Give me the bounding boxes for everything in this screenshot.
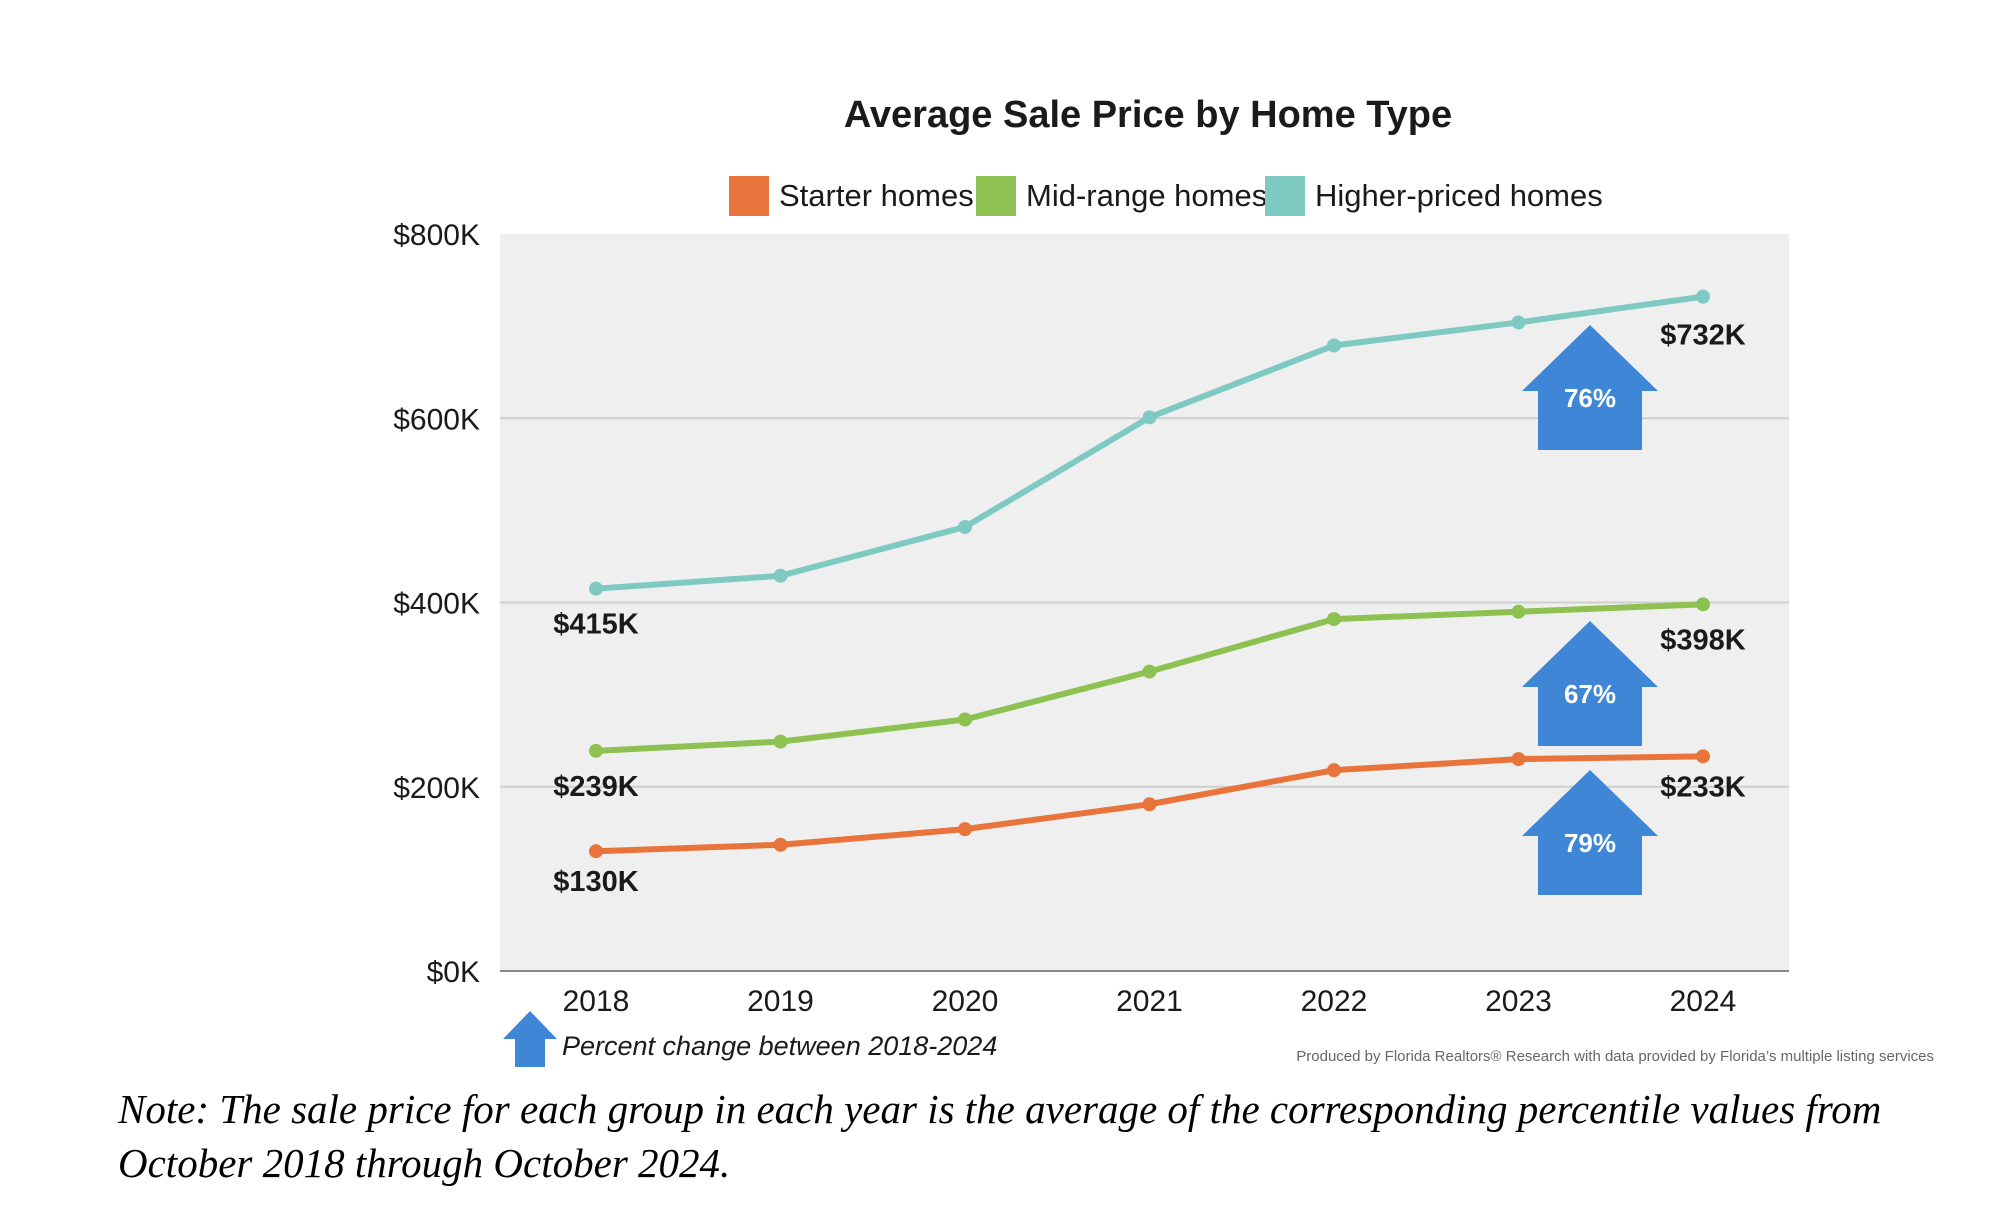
line-chart: Average Sale Price by Home Type Starter … — [393, 94, 1934, 1067]
percent-change-label: 79% — [1564, 828, 1616, 858]
series-group: $130K $233K $239K $398K $415K $732K — [553, 289, 1746, 898]
data-point — [1696, 597, 1710, 612]
percent-change-arrows: 79% 67% 76% — [1522, 325, 1658, 895]
end-value-label: $233K — [1660, 771, 1746, 803]
data-point — [1327, 338, 1341, 353]
up-arrow-icon — [1522, 325, 1658, 450]
data-point — [958, 519, 972, 534]
data-point — [1327, 763, 1341, 778]
x-tick-label: 2020 — [932, 985, 999, 1018]
data-point — [958, 712, 972, 727]
data-point — [1696, 749, 1710, 764]
legend-swatch — [976, 176, 1016, 216]
legend-label: Mid-range homes — [1026, 178, 1267, 213]
up-arrow-icon — [503, 1011, 557, 1067]
data-point — [1511, 315, 1526, 330]
end-value-label: $732K — [1660, 320, 1746, 352]
legend-label: Higher-priced homes — [1315, 178, 1603, 213]
data-point — [773, 837, 788, 852]
x-tick-label: 2018 — [563, 985, 630, 1018]
percent-arrow: 67% — [1522, 621, 1658, 746]
chart-title: Average Sale Price by Home Type — [844, 94, 1452, 136]
data-point — [589, 581, 603, 596]
legend-swatch — [1265, 176, 1305, 216]
arrow-key-label: Percent change between 2018-2024 — [562, 1031, 997, 1061]
series-2: $239K $398K — [553, 597, 1746, 803]
y-tick-label: $600K — [393, 403, 480, 436]
data-point — [1142, 410, 1157, 425]
data-point — [773, 568, 788, 583]
percent-change-label: 76% — [1564, 383, 1616, 413]
source-note: Produced by Florida Realtors® Research w… — [1296, 1048, 1934, 1065]
series-3: $415K $732K — [553, 289, 1746, 641]
percent-change-label: 67% — [1564, 679, 1616, 709]
legend-swatch — [729, 176, 769, 216]
x-tick-label: 2021 — [1116, 985, 1183, 1018]
end-value-label: $398K — [1660, 624, 1746, 656]
x-axis: 2018 2019 2020 2021 2022 2023 2024 — [500, 970, 1789, 1018]
percent-arrow: 79% — [1522, 770, 1658, 895]
x-tick-label: 2022 — [1301, 985, 1368, 1018]
up-arrow-icon — [1522, 621, 1658, 746]
data-point — [589, 844, 603, 859]
y-tick-label: $0K — [427, 956, 480, 989]
data-point — [773, 734, 788, 749]
start-value-label: $130K — [553, 866, 639, 898]
footnote: Note: The sale price for each group in e… — [118, 1086, 1882, 1186]
start-value-label: $415K — [553, 609, 639, 641]
data-point — [1142, 797, 1157, 812]
data-point — [1327, 612, 1341, 627]
arrow-key: Percent change between 2018-2024 — [503, 1011, 997, 1067]
x-tick-label: 2019 — [747, 985, 814, 1018]
data-point — [1696, 289, 1710, 304]
legend-label: Starter homes — [779, 178, 974, 213]
data-point — [589, 743, 603, 758]
data-point — [958, 822, 972, 837]
x-tick-label: 2023 — [1485, 985, 1552, 1018]
up-arrow-icon — [1522, 770, 1658, 895]
x-tick-label: 2024 — [1670, 985, 1737, 1018]
y-tick-label: $200K — [393, 772, 480, 805]
data-point — [1511, 752, 1526, 767]
series-1: $130K $233K — [553, 749, 1746, 898]
start-value-label: $239K — [553, 771, 639, 803]
y-tick-label: $800K — [393, 219, 480, 252]
y-axis: $0K $200K $400K $600K $800K — [393, 219, 480, 989]
percent-arrow: 76% — [1522, 325, 1658, 450]
data-point — [1142, 664, 1157, 679]
data-point — [1511, 604, 1526, 619]
y-tick-label: $400K — [393, 588, 480, 621]
legend: Starter homes Mid-range homes Higher-price… — [729, 176, 1603, 216]
